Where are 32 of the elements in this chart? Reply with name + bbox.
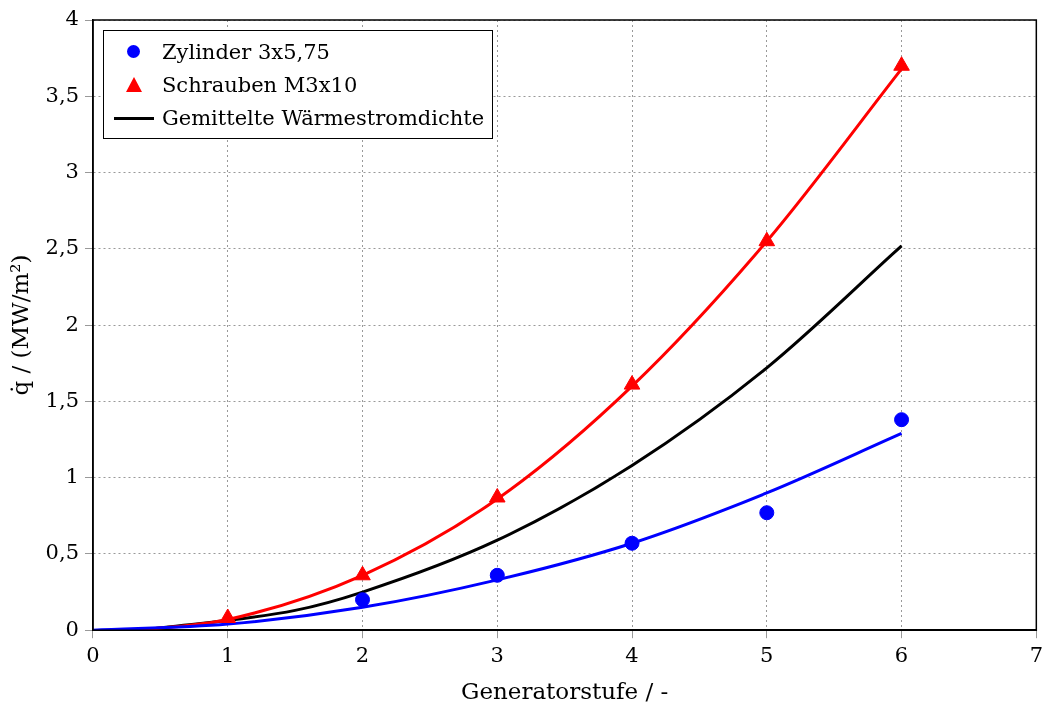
x-tick-label: 7 bbox=[1029, 643, 1044, 668]
x-axis-title: Generatorstufe / - bbox=[460, 678, 669, 705]
point bbox=[355, 592, 371, 608]
point bbox=[759, 505, 775, 521]
y-tick-label: 3 bbox=[65, 159, 79, 183]
point bbox=[893, 56, 910, 71]
legend-label: Gemittelte Wärmestromdichte bbox=[161, 105, 485, 130]
y-axis-title: q̇ / (MW/m²) bbox=[6, 254, 33, 396]
point bbox=[488, 487, 506, 503]
point bbox=[624, 535, 640, 551]
x-tick-label: 3 bbox=[490, 643, 504, 668]
point bbox=[623, 375, 641, 390]
y-tick-label: 2,5 bbox=[45, 235, 79, 260]
x-tick-label: 0 bbox=[86, 643, 100, 668]
y-tick-label: 1 bbox=[65, 464, 79, 489]
y-tick-label: 0,5 bbox=[45, 540, 79, 565]
x-tick-label: 6 bbox=[894, 643, 909, 668]
y-tick-label: 2 bbox=[65, 311, 79, 336]
point bbox=[354, 565, 371, 581]
y-tick-label: 1,5 bbox=[45, 387, 79, 412]
x-tick-label: 2 bbox=[355, 643, 370, 668]
point bbox=[489, 567, 505, 583]
y-tick-label: 0 bbox=[65, 616, 79, 641]
x-tick-label: 1 bbox=[221, 643, 235, 668]
point bbox=[894, 412, 910, 428]
point bbox=[758, 231, 776, 247]
x-tick-label: 5 bbox=[760, 643, 774, 668]
x-tick-label: 4 bbox=[625, 643, 639, 668]
y-tick-label: 3,5 bbox=[45, 82, 79, 107]
legend-label: Zylinder 3x5,75 bbox=[161, 39, 330, 64]
y-tick-label: 4 bbox=[65, 6, 79, 31]
legend-label: Schrauben M3x10 bbox=[161, 72, 358, 97]
